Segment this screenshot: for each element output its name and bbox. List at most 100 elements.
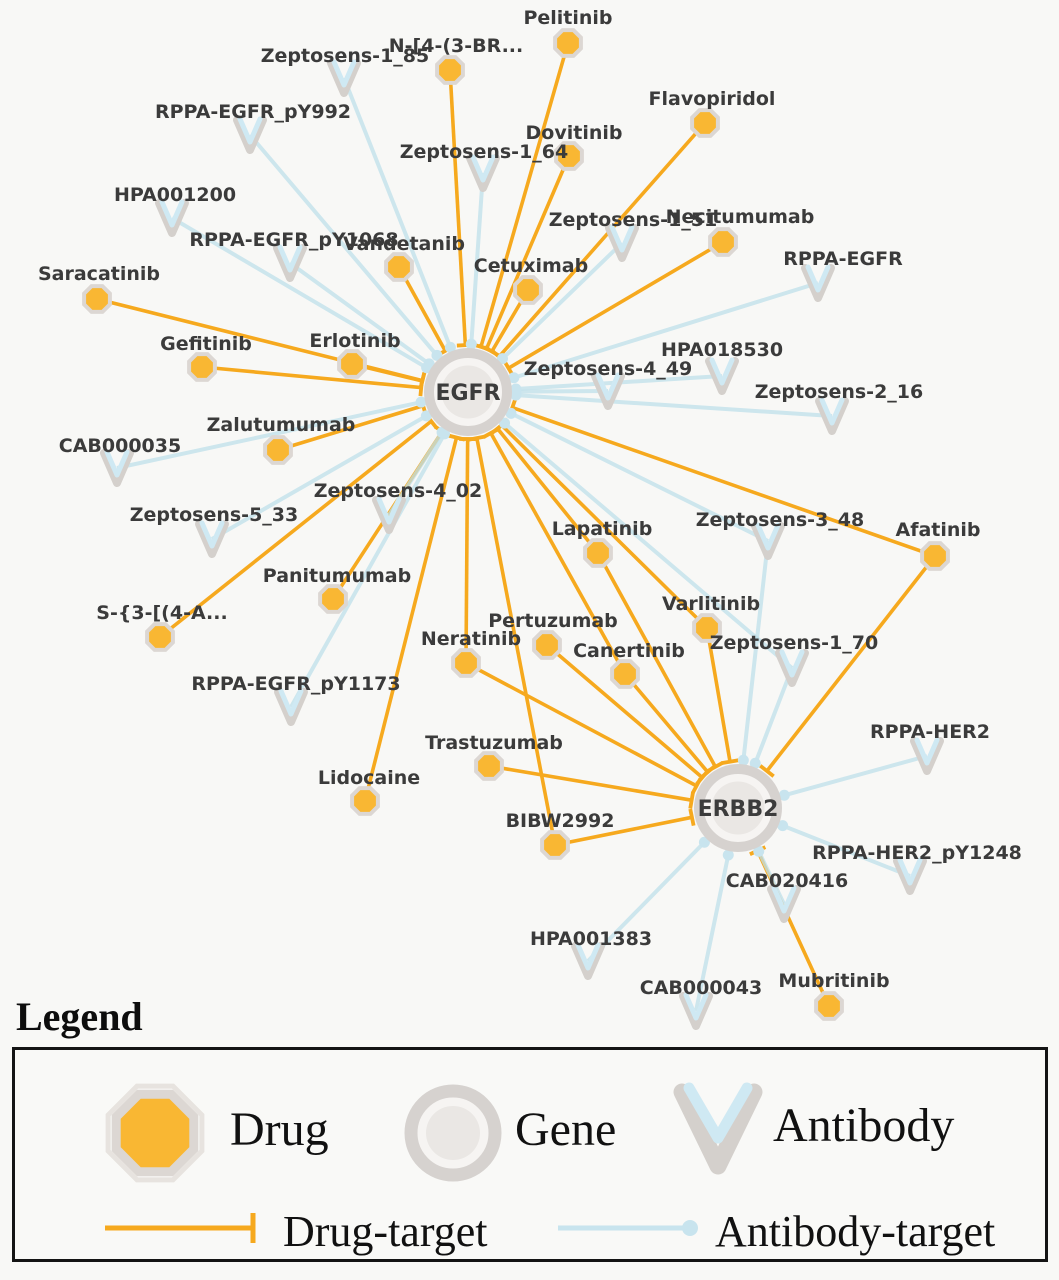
antibody-chevron-fill xyxy=(683,992,709,1021)
edge-drug-target-pertuzumab xyxy=(545,643,704,779)
antibody-chevron-fill xyxy=(779,649,805,678)
drug-node-n-4-3-br[interactable] xyxy=(435,55,465,85)
antibody-chevron-fill xyxy=(575,942,601,971)
drug-node-bibw2992[interactable] xyxy=(540,830,570,860)
drug-node-zalutumumab[interactable] xyxy=(263,435,293,465)
drug-node-vandetanib[interactable] xyxy=(384,252,414,282)
drug-node-pelitinib[interactable] xyxy=(553,28,583,58)
drug-node-varlitinib[interactable] xyxy=(692,613,722,643)
node-label-zeptosens-4-02: Zeptosens-4_02 xyxy=(314,480,482,502)
node-label-varlitinib: Varlitinib xyxy=(662,593,760,615)
node-label-zeptosens-1-64: Zeptosens-1_64 xyxy=(400,141,568,163)
drug-node-dovitinib[interactable] xyxy=(554,141,584,171)
drug-node-s-3-4-a[interactable] xyxy=(145,622,175,652)
antibody-node-zeptosens-4-02[interactable] xyxy=(372,496,406,534)
drug-node-trastuzumab[interactable] xyxy=(474,751,504,781)
edge-drug-target-trastuzumab xyxy=(488,764,692,802)
drug-node-erlotinib[interactable] xyxy=(337,349,367,379)
drug-node-panitumumab[interactable] xyxy=(318,584,348,614)
antibody-node-cab000043[interactable] xyxy=(679,992,713,1030)
antibody-node-rppa-egfr-py1173[interactable] xyxy=(274,688,308,726)
legend-gene-icon xyxy=(404,1084,502,1182)
antibody-chevron-fill xyxy=(819,397,845,426)
drug-octagon-icon xyxy=(145,622,175,652)
edge-end-tbar-pertuzumab xyxy=(695,769,710,786)
edge-antibody-target-zeptosens-1-70 xyxy=(753,667,794,764)
antibody-node-zeptosens-1-85[interactable] xyxy=(327,59,361,97)
drug-node-gefitinib[interactable] xyxy=(187,352,217,382)
drug-octagon-icon xyxy=(474,751,504,781)
antibody-node-cab020416[interactable] xyxy=(767,885,801,923)
drug-node-neratinib[interactable] xyxy=(451,648,481,678)
edge-antibody-target-zeptosens-5-33 xyxy=(211,414,428,541)
antibody-chevron-icon xyxy=(775,649,809,687)
drug-node-lapatinib[interactable] xyxy=(583,538,613,568)
antibody-node-rppa-egfr-py1068[interactable] xyxy=(273,244,307,282)
edge-drug-target-lapatinib xyxy=(496,427,600,555)
drug-octagon-icon xyxy=(610,659,640,689)
edge-antibody-target-hpa001200 xyxy=(170,216,428,370)
edge-drug-target-neratinib xyxy=(465,661,698,788)
antibody-node-zeptosens-4-49[interactable] xyxy=(591,372,625,410)
node-label-zeptosens-1-70: Zeptosens-1_70 xyxy=(710,632,878,654)
antibody-chevron-icon xyxy=(679,992,713,1030)
edge-end-dot-rppa-egfr-py1068 xyxy=(423,358,435,370)
drug-octagon-icon xyxy=(692,613,722,643)
edge-end-dot-zeptosens-3-48 xyxy=(737,754,749,766)
antibody-node-hpa001383[interactable] xyxy=(571,942,605,980)
antibody-node-zeptosens-1-70[interactable] xyxy=(775,649,809,687)
antibody-chevron-icon xyxy=(910,737,944,775)
antibody-node-rppa-her2-py1248[interactable] xyxy=(893,857,927,895)
edge-end-dot-rppa-egfr-py1173 xyxy=(438,428,450,440)
drug-node-flavopiridol[interactable] xyxy=(690,108,720,138)
edge-drug-target-gefitinib xyxy=(201,365,422,390)
drug-node-lidocaine[interactable] xyxy=(350,786,380,816)
gene-node-egfr[interactable]: EGFR xyxy=(424,348,512,436)
drug-node-cetuximab[interactable] xyxy=(513,275,543,305)
antibody-chevron-fill xyxy=(709,357,735,386)
antibody-node-hpa018530[interactable] xyxy=(705,357,739,395)
antibody-node-cab000035[interactable] xyxy=(100,449,134,487)
legend-title: Legend xyxy=(16,994,143,1039)
antibody-chevron-icon xyxy=(767,885,801,923)
gene-label-erbb2: ERBB2 xyxy=(698,797,779,822)
antibody-node-rppa-her2[interactable] xyxy=(910,737,944,775)
legend-drug-label: Drug xyxy=(230,1103,329,1156)
drug-octagon-icon xyxy=(384,252,414,282)
edge-end-tbar-varlitinib xyxy=(721,758,739,765)
antibody-node-rppa-egfr-py992[interactable] xyxy=(233,116,267,154)
node-label-hpa018530: HPA018530 xyxy=(661,339,783,361)
antibody-node-zeptosens-3-48[interactable] xyxy=(751,522,785,560)
edge-drug-target-necitumumab xyxy=(507,240,724,370)
antibody-node-zeptosens-2-16[interactable] xyxy=(815,397,849,435)
antibody-chevron-fill xyxy=(237,116,263,145)
antibody-chevron-icon xyxy=(273,244,307,282)
drug-node-canertinib[interactable] xyxy=(610,659,640,689)
drug-node-pertuzumab[interactable] xyxy=(532,630,562,660)
edge-end-dot-rppa-her2-py1248 xyxy=(777,820,789,832)
antibody-node-zeptosens-5-33[interactable] xyxy=(195,520,229,558)
antibody-node-zeptosens-1-64[interactable] xyxy=(466,154,500,192)
edge-end-tbar-bibw2992 xyxy=(468,434,486,442)
gene-label-egfr: EGFR xyxy=(435,381,500,406)
node-label-afatinib: Afatinib xyxy=(895,519,980,541)
node-label-cab000043: CAB000043 xyxy=(640,977,762,999)
antibody-chevron-fill xyxy=(897,857,923,886)
gene-node-erbb2[interactable]: ERBB2 xyxy=(694,764,782,852)
edge-antibody-target-zeptosens-2-16 xyxy=(515,393,833,418)
antibody-node-hpa001200[interactable] xyxy=(155,199,189,237)
antibody-node-rppa-egfr[interactable] xyxy=(801,264,835,302)
antibody-node-zeptosens-1-51[interactable] xyxy=(605,224,639,262)
edge-antibody-target-rppa-egfr-py992 xyxy=(248,133,439,357)
drug-node-necitumumab[interactable] xyxy=(708,227,738,257)
node-label-neratinib: Neratinib xyxy=(421,628,521,650)
legend-antibody-target-label: Antibody-target xyxy=(715,1207,996,1256)
drug-node-mubritinib[interactable] xyxy=(814,991,844,1021)
node-label-panitumumab: Panitumumab xyxy=(263,565,411,587)
edge-end-dot-zeptosens-1-51 xyxy=(496,353,508,365)
edge-antibody-target-zeptosens-4-49 xyxy=(515,389,609,394)
drug-node-afatinib[interactable] xyxy=(920,541,950,571)
drug-node-saracatinib[interactable] xyxy=(82,284,112,314)
edge-drug-target-afatinib xyxy=(765,554,937,773)
